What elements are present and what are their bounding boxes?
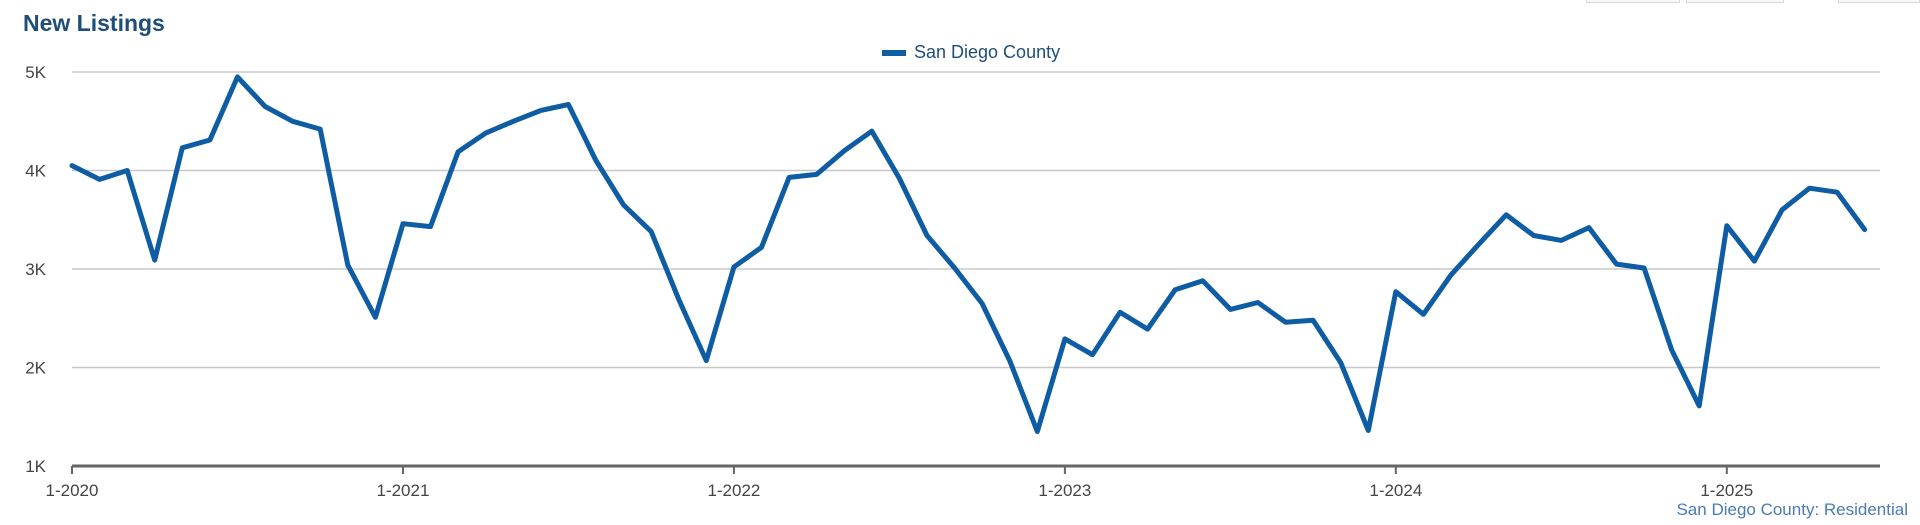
x-tick-label: 1-2023 [1038, 481, 1091, 500]
legend-label: San Diego County [914, 42, 1061, 62]
x-tick-label: 1-2025 [1700, 481, 1753, 500]
top-tab-2 [1686, 0, 1784, 3]
series-line-san-diego-county[interactable] [69, 74, 1868, 434]
y-tick-label: 3K [25, 260, 46, 279]
legend[interactable]: San Diego County [882, 42, 1060, 63]
top-tab-1 [1586, 0, 1680, 3]
y-tick-label: 5K [25, 63, 46, 82]
x-tick-label: 1-2020 [46, 481, 99, 500]
y-axis: 1K 2K 3K 4K 5K [25, 63, 46, 476]
chart-title: New Listings [23, 10, 165, 36]
source-note: San Diego County: Residential [1676, 500, 1908, 519]
gridlines [72, 71, 1880, 369]
x-axis: 1-2020 1-2021 1-2022 1-2023 1-2024 1-2025 [46, 464, 1880, 500]
y-tick-label: 1K [25, 457, 46, 476]
y-tick-label: 4K [25, 162, 46, 181]
x-tick-label: 1-2021 [376, 481, 429, 500]
x-tick-label: 1-2022 [707, 481, 760, 500]
x-tick-label: 1-2024 [1369, 481, 1422, 500]
legend-swatch [882, 49, 906, 56]
y-tick-label: 2K [25, 359, 46, 378]
series-group [69, 74, 1868, 434]
